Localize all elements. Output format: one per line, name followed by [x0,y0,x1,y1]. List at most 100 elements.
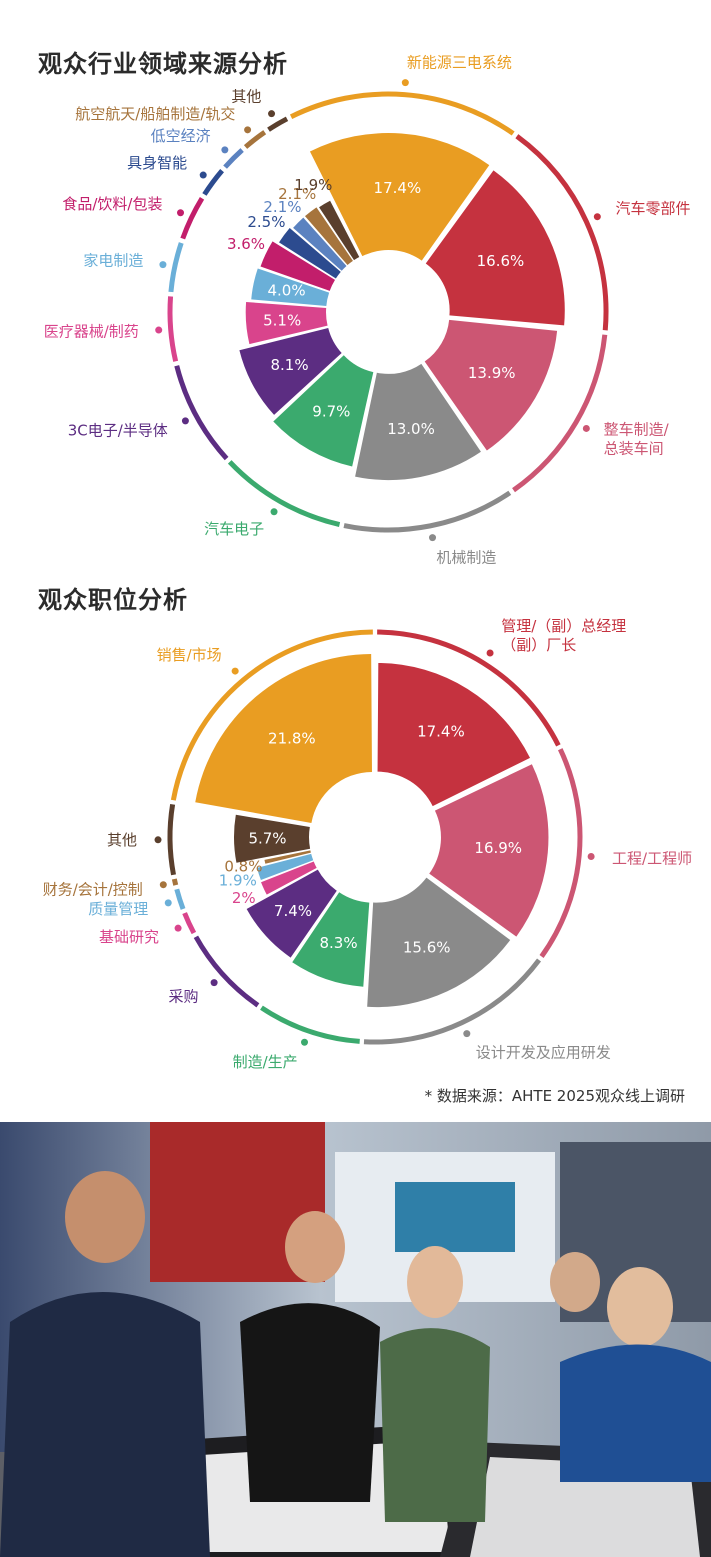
ring-slice-2 [363,958,542,1045]
value-label-9: 21.8% [268,729,316,747]
category-label-8: 其他 [107,831,137,849]
marker-slice-7 [159,261,167,269]
industry-chart-title: 观众行业领域来源分析 [38,50,288,78]
slice-10 [293,217,347,271]
slice-2 [424,319,558,451]
slice-8 [234,814,311,863]
marker-slice-0 [486,649,494,657]
value-label-9: 2.5% [247,213,285,231]
category-label-5: 基础研究 [99,928,159,946]
marker-slice-1 [593,213,601,221]
ring-slice-0 [377,629,561,747]
category-label-5: 3C电子/半导体 [68,421,168,439]
marker-slice-3 [301,1038,309,1046]
value-label-6: 1.9% [219,872,257,890]
category-label-2: 设计开发及应用研发 [476,1044,611,1062]
slice-4 [273,355,374,467]
ring-slice-1 [539,748,583,958]
slice-11 [304,207,353,266]
value-label-7: 0.8% [224,858,262,876]
slice-3 [355,363,481,481]
slice-12 [319,200,360,261]
slice-2 [367,877,511,1008]
value-label-6: 5.1% [263,311,301,329]
marker-slice-12 [268,110,276,118]
marker-slice-4 [210,979,218,987]
slice-1 [429,764,549,937]
category-label-7: 财务/会计/控制 [43,880,143,898]
value-label-3: 8.3% [320,934,358,952]
category-label-9: 销售/市场 [157,646,222,664]
value-label-1: 16.9% [474,839,522,857]
marker-slice-6 [155,326,163,334]
data-source-note: * 数据来源：AHTE 2025观众线上调研 [424,1087,685,1105]
category-label-6: 质量管理 [88,900,148,918]
category-label-1: 工程/工程师 [612,849,692,867]
slice-7 [251,268,330,307]
slice-3 [292,892,370,987]
ring-slice-11 [243,130,267,149]
marker-slice-4 [270,508,278,516]
position-pie-chart: 17.4% 管理/（副）总经理（副）厂长 16.9% 工程/工程师 15.6% 设计开发及… [43,617,692,1071]
slice-4 [246,869,337,958]
value-label-1: 16.6% [477,252,525,270]
marker-slice-5 [181,417,189,425]
slice-5 [239,328,342,415]
marker-slice-10 [221,146,229,154]
value-label-8: 5.7% [248,829,286,847]
marker-slice-7 [159,881,167,889]
ring-slice-10 [223,148,244,169]
category-label-1: 汽车零部件 [616,199,691,217]
slice-5 [261,861,317,895]
ring-slice-9 [170,629,373,801]
value-label-4: 7.4% [274,902,312,920]
marker-slice-8 [177,209,185,217]
slice-9 [195,653,372,824]
ring-slice-2 [512,334,608,493]
value-label-8: 3.6% [227,235,265,253]
category-label-0: 新能源三电系统 [407,54,512,72]
ring-slice-5 [182,912,197,935]
marker-slice-2 [582,424,590,432]
ring-slice-8 [167,803,176,876]
value-label-0: 17.4% [417,723,465,741]
category-label-7: 家电制造 [83,252,143,270]
slice-7 [264,850,311,864]
value-label-11: 2.1% [278,185,316,203]
value-label-12: 1.9% [294,176,332,194]
value-label-5: 2% [232,889,256,907]
slice-0 [309,133,490,261]
exhibition-photo-illustration [0,1122,711,1557]
exhibition-photo [0,1122,711,1557]
marker-slice-3 [429,534,437,542]
value-label-2: 15.6% [403,939,451,957]
ring-slice-5 [174,365,229,461]
ring-slice-8 [180,196,205,240]
slice-6 [245,301,328,345]
category-label-3: 制造/生产 [233,1053,298,1071]
ring-slice-9 [202,168,224,196]
value-label-7: 4.0% [267,282,305,300]
ring-slice-3 [260,1005,360,1044]
value-label-10: 2.1% [263,198,301,216]
ring-slice-1 [515,134,609,331]
category-label-0: 管理/（副）总经理（副）厂长 [501,617,626,654]
marker-slice-9 [231,667,239,675]
ring-slice-12 [267,116,289,132]
marker-slice-2 [463,1030,471,1038]
category-label-4: 汽车电子 [204,520,264,538]
marker-slice-11 [244,126,252,134]
slice-9 [279,227,341,279]
value-label-2: 13.9% [468,364,516,382]
category-label-11: 航空航天/船舶制造/轨交 [75,105,235,123]
slice-1 [425,170,565,326]
category-label-8: 食品/饮料/包装 [62,195,162,213]
ring-slice-7 [168,242,184,293]
ring-slice-6 [167,296,179,362]
slice-6 [257,853,314,881]
ring-slice-7 [171,878,179,886]
marker-slice-0 [401,79,409,87]
marker-slice-8 [154,836,162,844]
category-label-3: 机械制造 [436,548,496,566]
marker-slice-1 [587,852,595,860]
